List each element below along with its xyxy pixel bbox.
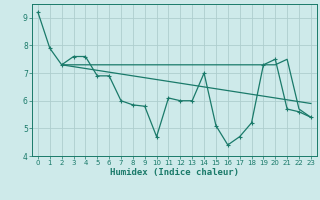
X-axis label: Humidex (Indice chaleur): Humidex (Indice chaleur): [110, 168, 239, 177]
